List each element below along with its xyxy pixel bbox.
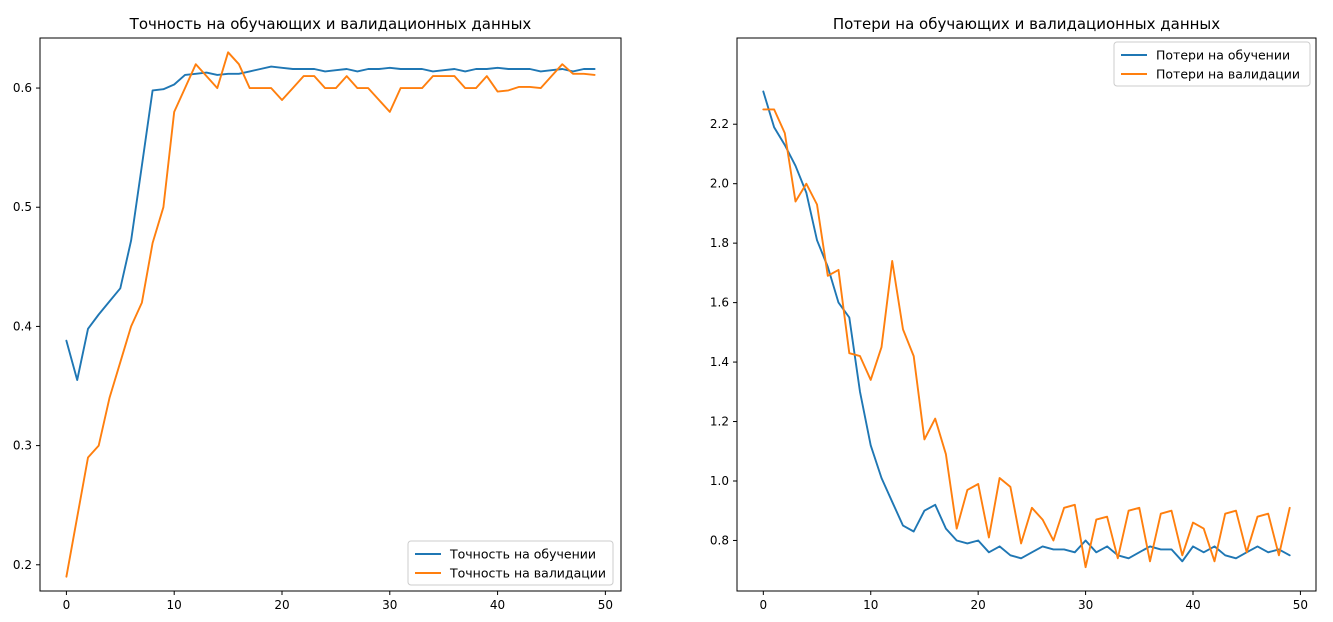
loss-series-lines — [762, 90, 1291, 569]
accuracy-x-tick-label: 30 — [382, 598, 397, 612]
accuracy-legend-label: Точность на обучении — [449, 547, 596, 562]
accuracy-chart-title: Точность на обучающих и валидационных да… — [129, 15, 532, 33]
accuracy-chart: Точность на обучающих и валидационных да… — [13, 15, 622, 612]
accuracy-y-tick-label: 0.4 — [13, 319, 32, 333]
loss-series-line-validation — [762, 108, 1291, 569]
loss-x-tick-label: 0 — [759, 598, 767, 612]
accuracy-y-tick-label: 0.2 — [13, 558, 32, 572]
accuracy-x-tick-label: 20 — [274, 598, 289, 612]
loss-legend: Потери на обучении Потери на валидации — [1113, 41, 1311, 87]
loss-x-tick-label: 10 — [863, 598, 878, 612]
loss-legend-box — [1113, 41, 1311, 87]
accuracy-series-line-train — [65, 65, 596, 381]
loss-x-tick-label: 50 — [1293, 598, 1308, 612]
accuracy-y-tick-label: 0.3 — [13, 439, 32, 453]
loss-legend-label: Потери на обучении — [1156, 48, 1290, 63]
loss-y-tick-label: 2.0 — [710, 177, 729, 191]
loss-y-tick-label: 1.4 — [710, 355, 729, 369]
loss-y-tick-label: 1.0 — [710, 474, 729, 488]
loss-axis-ticks: 0 10 20 30 40 50 0.8 1.0 1.2 1.4 1.6 1.8 2.0 2.2 — [710, 117, 1308, 612]
accuracy-legend-box — [407, 540, 614, 586]
accuracy-y-tick-label: 0.6 — [13, 81, 32, 95]
loss-y-tick-label: 0.8 — [710, 533, 729, 547]
loss-y-tick-label: 1.2 — [710, 415, 729, 429]
accuracy-x-tick-label: 10 — [167, 598, 182, 612]
loss-plot-frame — [736, 37, 1317, 592]
accuracy-series-lines — [65, 51, 596, 578]
loss-y-tick-label: 1.8 — [710, 236, 729, 250]
accuracy-x-tick-label: 40 — [490, 598, 505, 612]
accuracy-x-tick-label: 0 — [63, 598, 71, 612]
accuracy-axis-ticks: 0 10 20 30 40 50 0.2 0.3 0.4 0.5 0.6 — [13, 81, 613, 612]
accuracy-series-line-validation — [65, 51, 596, 578]
accuracy-legend: Точность на обучении Точность на валидаци… — [407, 540, 614, 586]
accuracy-legend-label: Точность на валидации — [449, 566, 606, 581]
loss-legend-label: Потери на валидации — [1156, 67, 1300, 82]
loss-chart-title: Потери на обучающих и валидационных данн… — [833, 15, 1220, 33]
loss-y-tick-label: 2.2 — [710, 117, 729, 131]
loss-x-tick-label: 30 — [1078, 598, 1093, 612]
accuracy-x-tick-label: 50 — [598, 598, 613, 612]
loss-series-line-train — [762, 90, 1291, 563]
loss-chart: Потери на обучающих и валидационных данн… — [710, 15, 1317, 612]
loss-x-tick-label: 20 — [971, 598, 986, 612]
accuracy-y-tick-label: 0.5 — [13, 200, 32, 214]
loss-y-tick-label: 1.6 — [710, 296, 729, 310]
loss-x-tick-label: 40 — [1185, 598, 1200, 612]
accuracy-plot-frame — [39, 37, 622, 592]
